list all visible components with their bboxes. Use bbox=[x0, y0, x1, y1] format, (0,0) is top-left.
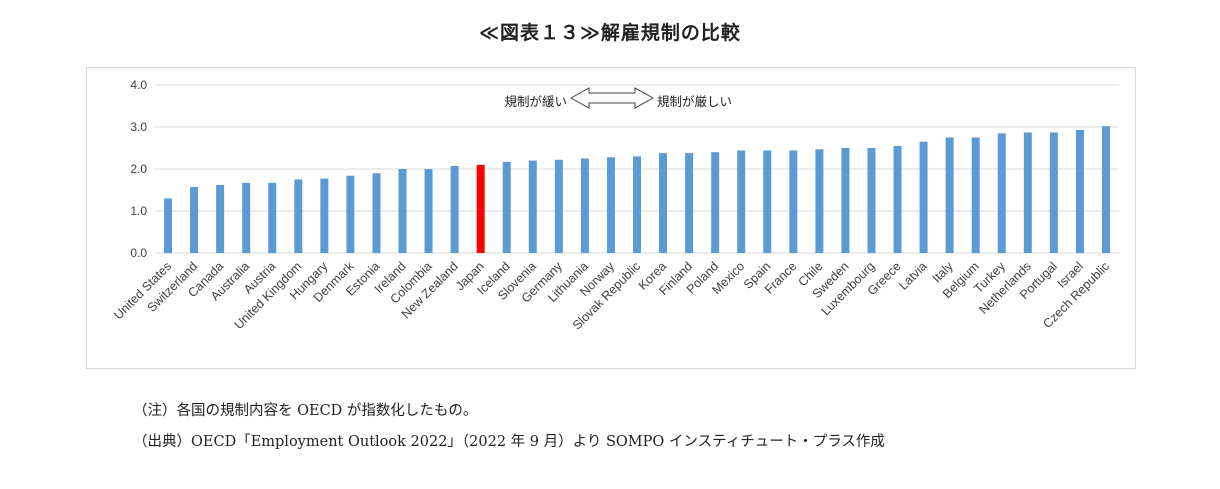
bar-korea bbox=[659, 153, 668, 253]
bar-colombia bbox=[424, 169, 433, 253]
bar-switzerland bbox=[190, 187, 199, 253]
chart-frame: 0.0 1.0 2.0 3.0 4.0 United States Switzerland… bbox=[86, 67, 1136, 369]
regulation-annotation: 規制が緩い 規制が厳しい bbox=[504, 87, 732, 109]
bar-new-zealand bbox=[450, 166, 459, 253]
bar-turkey bbox=[997, 133, 1006, 253]
y-tick-label: 4.0 bbox=[130, 78, 147, 92]
bar-canada bbox=[216, 184, 225, 253]
bar-united-states bbox=[164, 198, 173, 253]
x-axis-labels: United StatesSwitzerlandCanadaAustraliaA… bbox=[111, 259, 1112, 333]
bar-chile bbox=[815, 149, 824, 253]
bar-hungary bbox=[320, 178, 329, 253]
bar-japan bbox=[476, 164, 485, 253]
bar-germany bbox=[554, 159, 563, 253]
annotation-left-label: 規制が緩い bbox=[504, 94, 567, 109]
bars bbox=[164, 126, 1110, 253]
bar-estonia bbox=[372, 173, 381, 253]
y-tick-label: 1.0 bbox=[130, 204, 147, 218]
bar-denmark bbox=[346, 175, 355, 253]
x-category-label: Latvia bbox=[896, 259, 930, 293]
bar-austria bbox=[268, 182, 277, 253]
double-arrow-icon bbox=[569, 87, 655, 109]
bar-chart: 0.0 1.0 2.0 3.0 4.0 United StatesSwitzerland… bbox=[111, 78, 1119, 333]
bar-slovak-republic bbox=[633, 156, 641, 253]
bar-luxembourg bbox=[867, 148, 876, 253]
bar-norway bbox=[606, 157, 615, 253]
bar-australia bbox=[242, 182, 251, 253]
bar-czech-republic bbox=[1101, 126, 1110, 253]
y-tick-label: 3.0 bbox=[130, 120, 147, 134]
y-axis-ticks: 0.0 1.0 2.0 3.0 4.0 bbox=[130, 78, 147, 260]
y-tick-label: 2.0 bbox=[130, 162, 147, 176]
bar-poland bbox=[711, 152, 720, 253]
bar-lithuania bbox=[580, 158, 589, 253]
bar-latvia bbox=[919, 141, 928, 253]
bar-netherlands bbox=[1023, 132, 1032, 253]
bar-mexico bbox=[737, 150, 746, 253]
bar-sweden bbox=[841, 148, 850, 253]
bar-belgium bbox=[971, 137, 980, 253]
bar-slovenia bbox=[528, 160, 537, 253]
bar-finland bbox=[685, 153, 694, 253]
chart-title: ≪図表１３≫解雇規制の比較 bbox=[479, 22, 741, 44]
bar-ireland bbox=[398, 169, 407, 253]
source-note: （出典）OECD「Employment Outlook 2022」（2022 年… bbox=[133, 434, 885, 450]
bar-spain bbox=[763, 150, 772, 253]
footnote: （注）各国の規制内容を OECD が指数化したもの。 bbox=[133, 403, 478, 419]
bar-italy bbox=[945, 137, 954, 253]
bar-iceland bbox=[502, 161, 511, 253]
bar-israel bbox=[1075, 129, 1084, 253]
bar-greece bbox=[893, 145, 902, 253]
bar-portugal bbox=[1049, 132, 1058, 253]
bar-france bbox=[789, 150, 798, 253]
y-tick-label: 0.0 bbox=[130, 246, 147, 260]
bar-united-kingdom bbox=[294, 179, 303, 253]
annotation-right-label: 規制が厳しい bbox=[657, 94, 732, 109]
